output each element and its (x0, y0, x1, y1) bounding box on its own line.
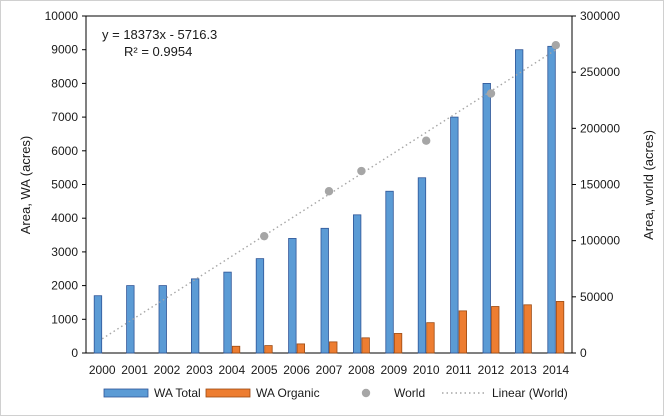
bar-wa-organic (329, 341, 338, 354)
world-point (422, 136, 431, 145)
bar-wa-total (385, 190, 394, 354)
bar-wa-organic (555, 301, 565, 354)
x-tick-label: 2010 (413, 363, 440, 377)
x-tick-label: 2004 (218, 363, 245, 377)
x-tick-label: 2013 (510, 363, 537, 377)
left-tick-label: 1000 (51, 312, 78, 326)
bar-wa-total (417, 177, 427, 354)
bar-wa-organic (426, 322, 435, 354)
trendline-r-squared: R² = 0.9954 (124, 44, 192, 59)
legend-label-world: World (394, 386, 425, 400)
bar-wa-organic (296, 343, 306, 354)
trendline-annotation: y = 18373x - 5716.3 R² = 0.9954 (102, 27, 217, 59)
bar-wa-organic (361, 337, 370, 354)
left-tick-label: 4000 (51, 211, 78, 225)
right-tick-label: 300000 (580, 9, 620, 23)
bar-wa-total (190, 278, 200, 354)
legend-label-wa-organic: WA Organic (256, 386, 320, 400)
left-tick-label: 10000 (45, 9, 79, 23)
legend-label-linear-world: Linear (World) (492, 386, 568, 400)
bar-wa-total (450, 116, 459, 354)
world-point (324, 187, 334, 196)
x-tick-label: 2012 (478, 363, 505, 377)
x-tick-label: 2007 (316, 363, 343, 377)
plot-area: 0 1000 2000 3000 4000 5000 6000 7000 8000 9000 100… (45, 9, 621, 377)
legend-label-wa-total: WA Total (154, 386, 201, 400)
world-point (551, 41, 560, 50)
bar-wa-total (515, 49, 524, 354)
left-tick-label: 6000 (51, 144, 78, 158)
x-tick-label: 2014 (542, 363, 569, 377)
left-tick-label: 9000 (51, 43, 78, 57)
right-tick-label: 0 (580, 346, 587, 360)
x-tick-label: 2011 (446, 363, 472, 377)
x-tick-label: 2005 (251, 363, 278, 377)
left-tick-label: 2000 (51, 279, 78, 293)
bar-wa-organic (491, 306, 500, 354)
bar-wa-total (352, 214, 362, 354)
left-tick-label: 7000 (51, 110, 78, 124)
legend: WA Total WA Organic World Linear (World) (103, 386, 568, 400)
world-point (357, 166, 366, 176)
trendline-equation: y = 18373x - 5716.3 (102, 27, 217, 42)
bar-wa-total (288, 238, 297, 354)
world-point (260, 231, 269, 241)
x-tick-label: 2002 (154, 363, 181, 377)
x-tick-label: 2000 (89, 363, 116, 377)
left-tick-label: 0 (71, 346, 78, 360)
bar-wa-total (223, 271, 232, 354)
legend-swatch-wa-organic (205, 388, 251, 398)
bar-wa-organic (523, 304, 532, 354)
bar-wa-total (547, 45, 556, 354)
right-tick-label: 50000 (580, 290, 614, 304)
left-tick-label: 8000 (51, 76, 78, 90)
bar-wa-total (320, 227, 329, 354)
right-tick-label: 100000 (580, 234, 620, 248)
bar-wa-organic (393, 333, 403, 354)
legend-marker-world (361, 388, 371, 398)
bar-wa-organic (264, 345, 273, 354)
bar-wa-total (482, 83, 491, 354)
legend-swatch-wa-total (103, 388, 149, 398)
bar-wa-organic (231, 345, 241, 354)
right-tick-label: 200000 (580, 121, 620, 135)
left-axis-title: Area, WA (acres) (18, 136, 33, 234)
x-tick-label: 2009 (380, 363, 407, 377)
x-tick-label: 2006 (283, 363, 310, 377)
bar-wa-organic (458, 310, 468, 354)
right-tick-label: 250000 (580, 65, 620, 79)
world-point (486, 89, 496, 98)
right-axis-title: Area, world (acres) (641, 130, 656, 240)
bar-wa-total (158, 285, 167, 354)
bar-wa-total (255, 258, 265, 354)
x-tick-label: 2008 (348, 363, 375, 377)
bar-wa-total (126, 285, 135, 354)
x-tick-label: 2001 (121, 363, 148, 377)
left-tick-label: 5000 (51, 178, 78, 192)
left-tick-label: 3000 (51, 245, 78, 259)
right-tick-label: 150000 (580, 178, 620, 192)
bar-wa-total (93, 295, 103, 354)
x-tick-label: 2003 (186, 363, 213, 377)
